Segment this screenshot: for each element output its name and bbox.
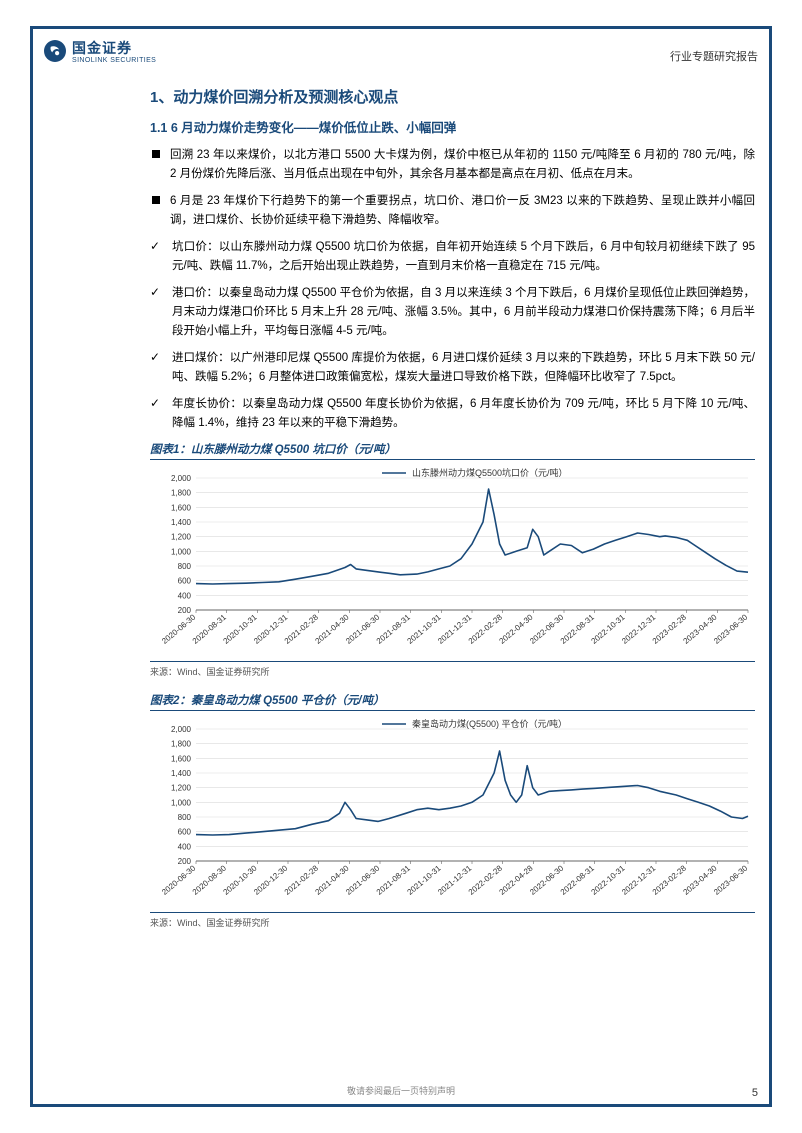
bullet-list: 回溯 23 年以来煤价，以北方港口 5500 大卡煤为例，煤价中枢已从年初的 1… (150, 146, 755, 433)
section-heading-1-1: 1.1 6 月动力煤价走势变化——煤价低位止跌、小幅回弹 (150, 117, 755, 136)
bullet-row: 6 月是 23 年煤价下行趋势下的第一个重要拐点，坑口价、港口价一反 3M23 … (150, 192, 755, 230)
svg-text:400: 400 (178, 591, 192, 600)
chart1-title-underline (150, 459, 755, 460)
svg-text:800: 800 (178, 562, 192, 571)
bullet-row: ✓ 进口煤价：以广州港印尼煤 Q5500 库提价为依据，6 月进口煤价延续 3 月… (150, 349, 755, 387)
chart1-container: 2004006008001,0001,2001,4001,6001,8002,0… (150, 464, 755, 659)
svg-text:800: 800 (178, 813, 192, 822)
bullet-check-icon: ✓ (150, 395, 162, 411)
chart2-svg: 2004006008001,0001,2001,4001,6001,8002,0… (150, 715, 755, 910)
content-column: 1、动力煤价回溯分析及预测核心观点 1.1 6 月动力煤价走势变化——煤价低位止… (150, 86, 755, 943)
bullet-check-icon: ✓ (150, 284, 162, 300)
chart1-source-line (150, 661, 755, 662)
bullet-row: ✓ 坑口价：以山东滕州动力煤 Q5500 坑口价为依据，自年初开始连续 5 个月下… (150, 238, 755, 276)
svg-text:1,400: 1,400 (171, 769, 192, 778)
footer-text: 敬请参阅最后一页特别声明 (0, 1084, 802, 1097)
bullet-row: ✓ 年度长协价：以秦皇岛动力煤 Q5500 年度长协价为依据，6 月年度长协价为 … (150, 395, 755, 433)
svg-text:1,800: 1,800 (171, 489, 192, 498)
bullet-square-icon (152, 150, 160, 158)
bullet-text: 坑口价：以山东滕州动力煤 Q5500 坑口价为依据，自年初开始连续 5 个月下跌… (172, 238, 755, 276)
bullet-check-icon: ✓ (150, 238, 162, 254)
section-heading-1: 1、动力煤价回溯分析及预测核心观点 (150, 86, 755, 107)
brand-logo: 国金证券 SINOLINK SECURITIES (44, 38, 156, 64)
svg-text:1,600: 1,600 (171, 503, 192, 512)
svg-text:山东滕州动力煤Q5500坑口价（元/吨）: 山东滕州动力煤Q5500坑口价（元/吨） (412, 467, 568, 478)
svg-text:1,400: 1,400 (171, 518, 192, 527)
chart2-title-underline (150, 710, 755, 711)
bullet-check-icon: ✓ (150, 349, 162, 365)
frame-border-top (30, 26, 772, 29)
bullet-square-icon (152, 196, 160, 204)
brand-name-en: SINOLINK SECURITIES (72, 57, 156, 64)
brand-logo-icon (44, 40, 66, 62)
bullet-row: 回溯 23 年以来煤价，以北方港口 5500 大卡煤为例，煤价中枢已从年初的 1… (150, 146, 755, 184)
header-doc-type: 行业专题研究报告 (670, 48, 758, 64)
bullet-text: 年度长协价：以秦皇岛动力煤 Q5500 年度长协价为依据，6 月年度长协价为 7… (172, 395, 755, 433)
svg-text:1,800: 1,800 (171, 740, 192, 749)
svg-text:2,000: 2,000 (171, 725, 192, 734)
chart2-source-line (150, 912, 755, 913)
svg-text:2,000: 2,000 (171, 474, 192, 483)
frame-border-bottom (30, 1104, 772, 1107)
svg-text:1,000: 1,000 (171, 547, 192, 556)
bullet-text: 6 月是 23 年煤价下行趋势下的第一个重要拐点，坑口价、港口价一反 3M23 … (170, 192, 755, 230)
chart2-container: 2004006008001,0001,2001,4001,6001,8002,0… (150, 715, 755, 910)
svg-text:1,600: 1,600 (171, 754, 192, 763)
svg-text:600: 600 (178, 577, 192, 586)
brand-name-cn: 国金证券 (72, 38, 156, 58)
svg-text:1,200: 1,200 (171, 784, 192, 793)
chart1-title: 图表1：山东滕州动力煤 Q5500 坑口价（元/吨） (150, 441, 755, 457)
page-number: 5 (752, 1087, 758, 1099)
bullet-text: 港口价：以秦皇岛动力煤 Q5500 平仓价为依据，自 3 月以来连续 3 个月下… (172, 284, 755, 341)
svg-text:1,000: 1,000 (171, 798, 192, 807)
chart2-title: 图表2：秦皇岛动力煤 Q5500 平仓价（元/吨） (150, 692, 755, 708)
chart1-svg: 2004006008001,0001,2001,4001,6001,8002,0… (150, 464, 755, 659)
chart2-source: 来源：Wind、国金证券研究所 (150, 916, 755, 929)
svg-text:1,200: 1,200 (171, 533, 192, 542)
svg-text:400: 400 (178, 842, 192, 851)
svg-text:600: 600 (178, 828, 192, 837)
bullet-text: 回溯 23 年以来煤价，以北方港口 5500 大卡煤为例，煤价中枢已从年初的 1… (170, 146, 755, 184)
chart1-source: 来源：Wind、国金证券研究所 (150, 665, 755, 678)
frame-border-left (30, 26, 33, 1107)
svg-text:秦皇岛动力煤(Q5500) 平仓价（元/吨）: 秦皇岛动力煤(Q5500) 平仓价（元/吨） (412, 718, 567, 729)
bullet-text: 进口煤价：以广州港印尼煤 Q5500 库提价为依据，6 月进口煤价延续 3 月以… (172, 349, 755, 387)
frame-border-right (769, 26, 772, 1107)
bullet-row: ✓ 港口价：以秦皇岛动力煤 Q5500 平仓价为依据，自 3 月以来连续 3 个月… (150, 284, 755, 341)
